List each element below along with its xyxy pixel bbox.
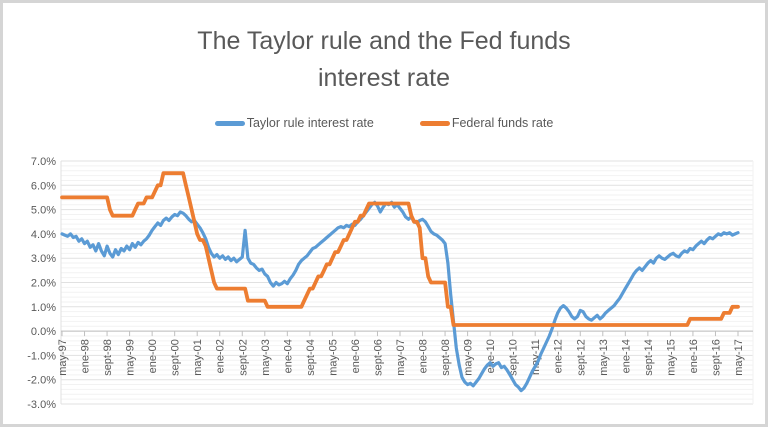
svg-text:0.0%: 0.0% [31,326,56,338]
svg-text:may-11: may-11 [530,339,542,375]
svg-text:sept-00: sept-00 [170,339,182,376]
svg-text:4.0%: 4.0% [31,229,56,241]
svg-text:2.0%: 2.0% [31,278,56,290]
svg-text:may-15: may-15 [665,339,677,376]
legend-label-fed: Federal funds rate [451,116,554,130]
svg-text:ene-08: ene-08 [418,339,430,373]
svg-text:-3.0%: -3.0% [27,399,56,411]
svg-text:ene-00: ene-00 [147,339,159,373]
svg-text:ene-06: ene-06 [350,339,362,373]
svg-text:ene-16: ene-16 [688,339,700,373]
svg-text:6.0%: 6.0% [31,180,56,192]
svg-text:-2.0%: -2.0% [27,375,56,387]
svg-text:ene-12: ene-12 [553,339,565,373]
svg-text:may-07: may-07 [395,339,407,376]
svg-text:ene-98: ene-98 [80,339,92,373]
svg-text:sept-08: sept-08 [440,339,452,376]
svg-text:may-97: may-97 [57,339,69,376]
svg-text:sept-98: sept-98 [102,339,114,376]
svg-text:may-13: may-13 [598,339,610,376]
page-title: The Taylor rule and the Fed funds intere… [197,27,571,92]
svg-text:7.0%: 7.0% [31,156,56,168]
legend-label-taylor: Taylor rule interest rate [246,116,374,130]
svg-text:ene-02: ene-02 [215,339,227,373]
legend-item-fed: Federal funds rate [419,116,554,130]
svg-text:-1.0%: -1.0% [27,350,56,362]
svg-text:ene-04: ene-04 [282,339,294,373]
svg-text:may-09: may-09 [463,339,475,376]
legend-item-taylor: Taylor rule interest rate [214,116,374,130]
svg-text:may-05: may-05 [327,339,339,376]
svg-text:sept-04: sept-04 [305,339,317,376]
svg-text:1.0%: 1.0% [31,302,56,314]
svg-text:may-99: may-99 [125,339,137,376]
svg-text:3.0%: 3.0% [31,253,56,265]
line-chart-plot: 7.0% 6.0% 5.0% 4.0% 3.0% 2.0% 1.0% 0.0% -1.0% -2.… [27,156,754,411]
svg-text:sept-10: sept-10 [508,339,520,376]
taylor-line-swatch-icon [214,120,245,126]
svg-text:sept-16: sept-16 [710,339,722,376]
svg-text:may-03: may-03 [260,339,272,376]
svg-text:ene-14: ene-14 [620,339,632,373]
svg-text:sept-14: sept-14 [643,339,655,376]
svg-text:sept-12: sept-12 [575,339,587,376]
fed-line-swatch-icon [419,120,450,126]
svg-text:sept-06: sept-06 [372,339,384,376]
legend: Taylor rule interest rate Federal funds … [3,116,765,130]
svg-text:5.0%: 5.0% [31,205,56,217]
svg-text:may-01: may-01 [192,339,204,376]
svg-text:sept-02: sept-02 [237,339,249,376]
svg-text:may-17: may-17 [733,339,745,376]
